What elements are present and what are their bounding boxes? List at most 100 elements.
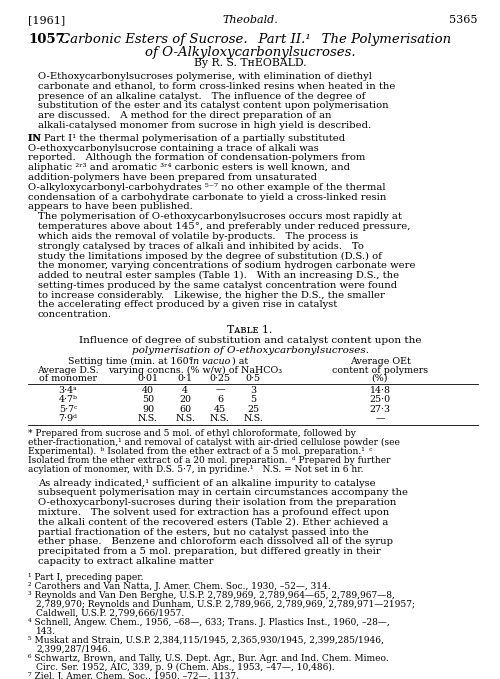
Text: ⁶ Schwartz, Brown, and Tally, U.S. Dept. Agr., Bur. Agr. and Ind. Chem. Mimeo.: ⁶ Schwartz, Brown, and Tally, U.S. Dept.… bbox=[28, 654, 389, 663]
Text: appears to have been published.: appears to have been published. bbox=[28, 202, 193, 211]
Text: mixture. The solvent used for extraction has a profound effect upon: mixture. The solvent used for extraction… bbox=[38, 508, 389, 517]
Text: Influence of degree of substitution and catalyst content upon the: Influence of degree of substitution and … bbox=[79, 336, 421, 345]
Text: carbonate and ethanol, to form cross-linked resins when heated in the: carbonate and ethanol, to form cross-lin… bbox=[38, 81, 396, 91]
Text: 20: 20 bbox=[179, 395, 191, 404]
Text: Circ. Ser. 1952, AIC, 339, p. 9 (Chem. Abs., 1953, –47—, 10,486).: Circ. Ser. 1952, AIC, 339, p. 9 (Chem. A… bbox=[36, 663, 335, 672]
Text: ³ Reynolds and Van Den Berghe, U.S.P. 2,789,969, 2,789,964—65, 2,789,967—8,: ³ Reynolds and Van Den Berghe, U.S.P. 2,… bbox=[28, 591, 395, 600]
Text: N.S.: N.S. bbox=[138, 414, 158, 423]
Text: 2,399,287/1946.: 2,399,287/1946. bbox=[36, 644, 111, 654]
Text: the alkali content of the recovered esters (Table 2). Ether achieved a: the alkali content of the recovered este… bbox=[38, 517, 389, 527]
Text: 50: 50 bbox=[142, 395, 154, 404]
Text: Average D.S.: Average D.S. bbox=[37, 365, 99, 375]
Text: 3·4ᵃ: 3·4ᵃ bbox=[58, 386, 78, 394]
Text: the monomer, varying concentrations of sodium hydrogen carbonate were: the monomer, varying concentrations of s… bbox=[38, 261, 416, 270]
Text: 5: 5 bbox=[250, 395, 256, 404]
Text: added to neutral ester samples (Table 1). With an increasing D.S., the: added to neutral ester samples (Table 1)… bbox=[38, 271, 399, 280]
Text: alkali-catalysed monomer from sucrose in high yield is described.: alkali-catalysed monomer from sucrose in… bbox=[38, 121, 371, 130]
Text: 5·7ᶜ: 5·7ᶜ bbox=[59, 405, 77, 414]
Text: of O-Alkyloxycarbonylsucroses.: of O-Alkyloxycarbonylsucroses. bbox=[144, 46, 356, 59]
Text: in vacuo: in vacuo bbox=[190, 357, 230, 366]
Text: content of polymers: content of polymers bbox=[332, 365, 428, 375]
Text: N.S.: N.S. bbox=[175, 414, 195, 423]
Text: —: — bbox=[215, 386, 225, 394]
Text: Experimental). ᵇ Isolated from the ether extract of a 5 mol. preparation.¹ ᶜ: Experimental). ᵇ Isolated from the ether… bbox=[28, 447, 372, 456]
Text: 14·8: 14·8 bbox=[370, 386, 390, 394]
Text: O-alkyloxycarbonyl-carbohydrates ⁵⁻⁷ no other example of the thermal: O-alkyloxycarbonyl-carbohydrates ⁵⁻⁷ no … bbox=[28, 183, 386, 191]
Text: O-ethoxycarbonylsucrose containing a trace of alkali was: O-ethoxycarbonylsucrose containing a tra… bbox=[28, 143, 319, 153]
Text: ether phase. Benzene and chloroform each dissolved all of the syrup: ether phase. Benzene and chloroform each… bbox=[38, 537, 393, 547]
Text: O-Ethoxycarbonylsucroses polymerise, with elimination of diethyl: O-Ethoxycarbonylsucroses polymerise, wit… bbox=[38, 72, 372, 81]
Text: 60: 60 bbox=[179, 405, 191, 414]
Text: (%): (%) bbox=[372, 374, 388, 383]
Text: IN Part I¹ the thermal polymerisation of a partially substituted: IN Part I¹ the thermal polymerisation of… bbox=[28, 134, 345, 143]
Text: ⁴ Schnell, Angew. Chem., 1956, –68—, 633; Trans. J. Plastics Inst., 1960, –28—,: ⁴ Schnell, Angew. Chem., 1956, –68—, 633… bbox=[28, 618, 390, 627]
Text: Caldwell, U.S.P. 2,799,666/1957.: Caldwell, U.S.P. 2,799,666/1957. bbox=[36, 608, 184, 618]
Text: Carbonic Esters of Sucrose.  Part II.¹  The Polymerisation: Carbonic Esters of Sucrose. Part II.¹ Th… bbox=[60, 33, 451, 46]
Text: Average OEt: Average OEt bbox=[350, 357, 410, 366]
Text: ) at: ) at bbox=[232, 357, 248, 366]
Text: ether-fractionation,¹ and removal of catalyst with air-dried cellulose powder (s: ether-fractionation,¹ and removal of cat… bbox=[28, 437, 400, 447]
Text: capacity to extract alkaline matter: capacity to extract alkaline matter bbox=[38, 557, 214, 566]
Text: ⁵ Muskat and Strain, U.S.P. 2,384,115/1945, 2,365,930/1945, 2,399,285/1946,: ⁵ Muskat and Strain, U.S.P. 2,384,115/19… bbox=[28, 636, 384, 644]
Text: 6: 6 bbox=[217, 395, 223, 404]
Text: Tᴀʙʟᴇ 1.: Tᴀʙʟᴇ 1. bbox=[228, 325, 272, 335]
Text: temperatures above about 145°, and preferably under reduced pressure,: temperatures above about 145°, and prefe… bbox=[38, 222, 410, 231]
Text: 4·7ᵇ: 4·7ᵇ bbox=[58, 395, 78, 404]
Text: Isolated from the ether extract of a 20 mol. preparation. ᵈ Prepared by further: Isolated from the ether extract of a 20 … bbox=[28, 456, 390, 464]
Text: are discussed. A method for the direct preparation of an: are discussed. A method for the direct p… bbox=[38, 111, 332, 120]
Text: The polymerisation of O-ethoxycarbonylsucroses occurs most rapidly at: The polymerisation of O-ethoxycarbonylsu… bbox=[38, 213, 402, 221]
Text: subsequent polymerisation may in certain circumstances accompany the: subsequent polymerisation may in certain… bbox=[38, 488, 408, 497]
Text: 0·5: 0·5 bbox=[246, 374, 260, 383]
Text: addition-polymers have been prepared from unsaturated: addition-polymers have been prepared fro… bbox=[28, 173, 317, 182]
Text: 90: 90 bbox=[142, 405, 154, 414]
Text: N.S.: N.S. bbox=[210, 414, 230, 423]
Text: ¹ Part I, preceding paper.: ¹ Part I, preceding paper. bbox=[28, 572, 144, 582]
Text: By R. S. TʜEOBALD.: By R. S. TʜEOBALD. bbox=[194, 58, 306, 68]
Text: 5365: 5365 bbox=[450, 15, 478, 25]
Text: 45: 45 bbox=[214, 405, 226, 414]
Text: * Prepared from sucrose and 5 mol. of ethyl chloroformate, followed by: * Prepared from sucrose and 5 mol. of et… bbox=[28, 428, 356, 437]
Text: precipitated from a 5 mol. preparation, but differed greatly in their: precipitated from a 5 mol. preparation, … bbox=[38, 547, 381, 556]
Text: 40: 40 bbox=[142, 386, 154, 394]
Text: —: — bbox=[375, 414, 385, 423]
Text: 3: 3 bbox=[250, 386, 256, 394]
Text: reported. Although the formation of condensation-polymers from: reported. Although the formation of cond… bbox=[28, 153, 365, 162]
Text: acylation of monomer, with D.S. 5·7, in pyridine.¹ N.S. = Not set in 6 hr.: acylation of monomer, with D.S. 5·7, in … bbox=[28, 464, 363, 473]
Text: 27·3: 27·3 bbox=[370, 405, 390, 414]
Text: the accelerating effect produced by a given rise in catalyst: the accelerating effect produced by a gi… bbox=[38, 300, 337, 310]
Text: substitution of the ester and its catalyst content upon polymerisation: substitution of the ester and its cataly… bbox=[38, 101, 389, 111]
Text: to increase considerably. Likewise, the higher the D.S., the smaller: to increase considerably. Likewise, the … bbox=[38, 291, 385, 299]
Text: partial fractionation of the esters, but no catalyst passed into the: partial fractionation of the esters, but… bbox=[38, 528, 369, 536]
Text: which aids the removal of volatile by-products. The process is: which aids the removal of volatile by-pr… bbox=[38, 232, 358, 241]
Text: concentration.: concentration. bbox=[38, 310, 112, 319]
Text: presence of an alkaline catalyst. The influence of the degree of: presence of an alkaline catalyst. The in… bbox=[38, 92, 366, 100]
Text: N.S.: N.S. bbox=[243, 414, 263, 423]
Text: strongly catalysed by traces of alkali and inhibited by acids. To: strongly catalysed by traces of alkali a… bbox=[38, 242, 364, 251]
Text: aliphatic ²ʳ³ and aromatic ³ʳ⁴ carbonic esters is well known, and: aliphatic ²ʳ³ and aromatic ³ʳ⁴ carbonic … bbox=[28, 163, 350, 172]
Text: Theobald.: Theobald. bbox=[222, 15, 278, 25]
Text: 0·25: 0·25 bbox=[210, 374, 231, 383]
Text: 0·1: 0·1 bbox=[178, 374, 192, 383]
Text: 2,789,970; Reynolds and Dunham, U.S.P. 2,789,966, 2,789,969, 2,789,971—21957;: 2,789,970; Reynolds and Dunham, U.S.P. 2… bbox=[36, 600, 415, 608]
Text: study the limitations imposed by the degree of substitution (D.S.) of: study the limitations imposed by the deg… bbox=[38, 251, 382, 261]
Text: 25: 25 bbox=[247, 405, 259, 414]
Text: 1057.: 1057. bbox=[28, 33, 70, 46]
Text: 25·0: 25·0 bbox=[370, 395, 390, 404]
Text: [1961]: [1961] bbox=[28, 15, 65, 25]
Text: As already indicated,¹ sufficient of an alkaline impurity to catalyse: As already indicated,¹ sufficient of an … bbox=[38, 479, 376, 488]
Text: condensation of a carbohydrate carbonate to yield a cross-linked resin: condensation of a carbohydrate carbonate… bbox=[28, 193, 386, 202]
Text: ⁷ Ziel, J. Amer. Chem. Soc., 1950, –72—, 1137.: ⁷ Ziel, J. Amer. Chem. Soc., 1950, –72—,… bbox=[28, 672, 239, 679]
Text: N: N bbox=[32, 134, 40, 143]
Text: O-ethoxycarbonyl-sucroses during their isolation from the preparation: O-ethoxycarbonyl-sucroses during their i… bbox=[38, 498, 397, 507]
Text: 143.: 143. bbox=[36, 627, 56, 636]
Text: setting-times produced by the same catalyst concentration were found: setting-times produced by the same catal… bbox=[38, 281, 397, 290]
Text: Setting time (min. at 160°: Setting time (min. at 160° bbox=[68, 357, 196, 366]
Text: 4: 4 bbox=[182, 386, 188, 394]
Text: varying concns. (% w/w) of NaHCO₃: varying concns. (% w/w) of NaHCO₃ bbox=[108, 365, 282, 375]
Text: I: I bbox=[28, 134, 33, 143]
Text: 7·9ᵈ: 7·9ᵈ bbox=[58, 414, 78, 423]
Text: ² Carothers and Van Natta, J. Amer. Chem. Soc., 1930, –52—, 314.: ² Carothers and Van Natta, J. Amer. Chem… bbox=[28, 582, 330, 591]
Text: polymerisation of O-ethoxycarbonylsucroses.: polymerisation of O-ethoxycarbonylsucros… bbox=[132, 346, 368, 355]
Text: 0·01: 0·01 bbox=[138, 374, 158, 383]
Text: of monomer: of monomer bbox=[39, 374, 97, 383]
